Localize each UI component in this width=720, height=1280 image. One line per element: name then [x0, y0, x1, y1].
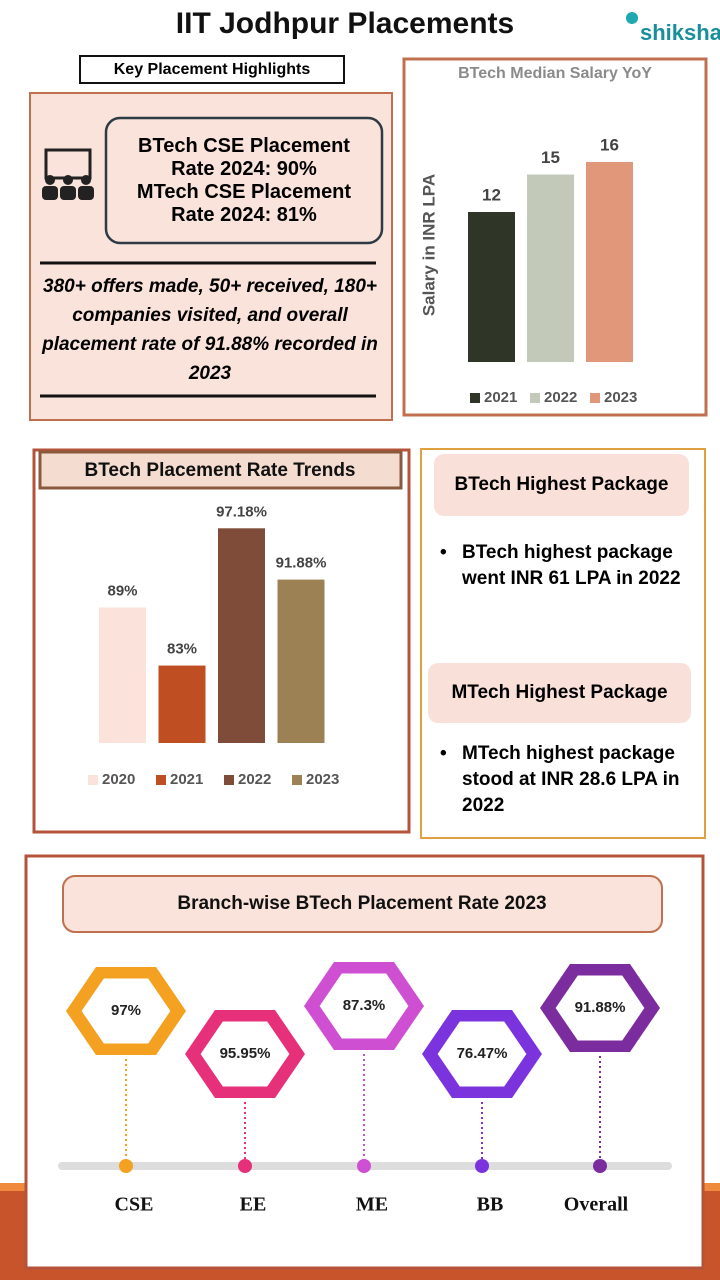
page-title: IIT Jodhpur Placements: [176, 7, 514, 40]
bar: [99, 607, 146, 743]
data-label: 91.88%: [276, 555, 327, 572]
legend-label: 2021: [484, 389, 517, 406]
timeline-dot: [357, 1159, 371, 1173]
hexagon-inner: [319, 973, 409, 1039]
chart-title: BTech Placement Rate Trends: [84, 460, 355, 481]
hexagon-inner: [437, 1021, 527, 1087]
data-label: 97%: [111, 1002, 141, 1019]
legend-swatch: [470, 393, 480, 403]
data-label: 12: [482, 185, 501, 204]
data-label: 76.47%: [457, 1045, 508, 1062]
bar: [158, 665, 206, 743]
data-label: 95.95%: [220, 1045, 271, 1062]
data-label: 15: [541, 148, 560, 167]
heading-box: [434, 454, 689, 516]
title-box: [38, 450, 403, 490]
y-axis-label: Salary in INR LPA: [419, 174, 438, 316]
legend-label: 2022: [238, 771, 271, 788]
rates: BTech CSE Placement Rate 2024: 90% MTech…: [120, 122, 368, 240]
chart-title: BTech Median Salary YoY: [458, 65, 652, 82]
timeline-dot: [593, 1159, 607, 1173]
package-bullet: • BTech highest package went INR 61 LPA i…: [440, 540, 685, 592]
audience-icon: [42, 148, 94, 200]
package-heading: BTech Highest Package: [454, 474, 669, 495]
category-label: CSE: [115, 1194, 154, 1216]
package-text: BTech highest package went INR 61 LPA in…: [462, 542, 681, 589]
legend-swatch: [224, 775, 234, 785]
label-box: [79, 55, 345, 84]
hexagon-inner: [81, 978, 171, 1044]
category-label: EE: [240, 1194, 267, 1216]
category-label: ME: [356, 1194, 388, 1216]
rate: MTech CSE Placement Rate 2024: 81%: [136, 181, 352, 226]
hexagon-inner: [555, 975, 645, 1041]
data-label: 97.18%: [216, 503, 267, 520]
legend-label: 2020: [102, 771, 135, 788]
data-label: 89%: [107, 582, 137, 599]
bar: [527, 174, 574, 362]
logo-icon: [626, 12, 638, 24]
timeline-dot: [238, 1159, 252, 1173]
rate: BTech CSE Placement Rate 2024: 90%: [138, 135, 350, 180]
package-heading: MTech Highest Package: [451, 682, 668, 703]
category-label: BB: [477, 1194, 504, 1216]
hexagon-inner: [200, 1021, 290, 1087]
data-label: 87.3%: [343, 997, 386, 1014]
data-label: 91.88%: [575, 999, 626, 1016]
category-label: Overall: [564, 1194, 629, 1216]
bar: [586, 162, 633, 362]
package-text: MTech highest package stood at INR 28.6 …: [462, 743, 680, 816]
title-box: [62, 875, 663, 933]
legend-label: 2021: [170, 771, 203, 788]
chart-title: Branch-wise BTech Placement Rate 2023: [177, 893, 546, 914]
legend-label: 2023: [604, 389, 637, 406]
bar: [218, 528, 265, 743]
package-bullet: • MTech highest package stood at INR 28.6…: [440, 741, 685, 819]
data-label: 83%: [167, 641, 197, 658]
summary: 380+ offers made, 50+ received, 180+ com…: [42, 276, 378, 384]
heading-box: [428, 663, 691, 723]
bar: [468, 212, 515, 362]
timeline-dot: [119, 1159, 133, 1173]
legend-swatch: [156, 775, 166, 785]
data-label: 16: [600, 135, 619, 154]
timeline-dot: [475, 1159, 489, 1173]
rates-box: [104, 116, 384, 245]
legend-swatch: [590, 393, 600, 403]
legend-swatch: [292, 775, 302, 785]
legend-label: 2023: [306, 771, 339, 788]
legend-label: 2022: [544, 389, 577, 406]
legend-swatch: [88, 775, 98, 785]
logo: shiksha: [640, 20, 720, 45]
section-label: Key Placement Highlights: [114, 61, 311, 78]
legend-swatch: [530, 393, 540, 403]
bar: [277, 579, 325, 743]
